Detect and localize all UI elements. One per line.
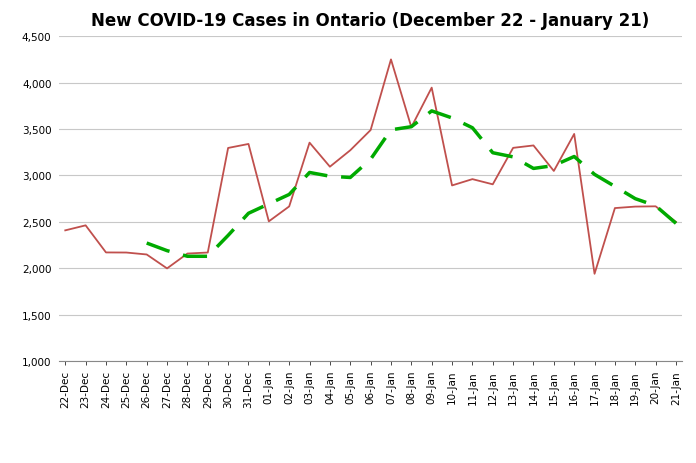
Title: New COVID-19 Cases in Ontario (December 22 - January 21): New COVID-19 Cases in Ontario (December … bbox=[91, 12, 650, 30]
